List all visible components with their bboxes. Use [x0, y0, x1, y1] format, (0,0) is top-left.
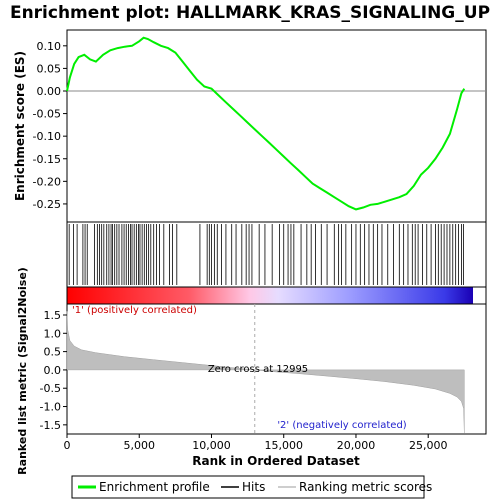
metric-y-tick-label: 0.0 — [44, 364, 62, 377]
metric-y-axis-label: Ranked list metric (Signal2Noise) — [16, 267, 29, 475]
es-panel-frame — [66, 29, 487, 223]
chart-title: Enrichment plot: HALLMARK_KRAS_SIGNALING… — [10, 3, 490, 23]
zero-cross-label: Zero cross at 12995 — [208, 364, 308, 375]
es-y-tick-label: -0.05 — [33, 108, 61, 121]
x-tick-label: 0 — [64, 439, 71, 452]
legend-frame — [71, 475, 425, 499]
enrichment-profile-line — [66, 36, 466, 211]
x-tick-label: 5,000 — [123, 439, 155, 452]
hits-panel — [66, 221, 487, 288]
legend-hits-label: Hits — [242, 480, 265, 494]
enrichment-score-panel: 0.10 0.05 0.00 -0.05 -0.10 -0.15 -0.20 -0.25 En… — [13, 29, 487, 223]
ranking-metric-area — [66, 311, 465, 433]
hits-panel-frame — [66, 221, 487, 288]
metric-y-tick-label: -1.0 — [40, 401, 61, 414]
metric-y-tick-label: 1.5 — [44, 309, 62, 322]
es-y-axis-label: Enrichment score (ES) — [13, 51, 27, 201]
legend: Enrichment profile Hits Ranking metric s… — [71, 475, 432, 499]
metric-y-tick-label: 0.5 — [44, 346, 62, 359]
ranking-color-bar — [67, 287, 473, 304]
es-y-tick-label: -0.15 — [33, 153, 61, 166]
metric-y-tick-label: 1.0 — [44, 327, 62, 340]
metric-y-tick-label: -1.5 — [40, 419, 61, 432]
es-y-tick-label: -0.10 — [33, 130, 61, 143]
ranked-metric-panel: 1.5 1.0 0.5 0.0 -0.5 -1.0 -1.5 0 5,000 10,000 15,… — [16, 267, 487, 475]
x-tick-label: 15,000 — [264, 439, 303, 452]
legend-metric-label: Ranking metric scores — [299, 480, 432, 494]
x-tick-label: 25,000 — [409, 439, 448, 452]
x-tick-label: 20,000 — [337, 439, 376, 452]
es-y-tick-label: 0.00 — [37, 85, 62, 98]
legend-enrichment-label: Enrichment profile — [99, 480, 210, 494]
es-y-tick-label: -0.25 — [33, 198, 61, 211]
metric-y-tick-label: -0.5 — [40, 382, 61, 395]
es-y-tick-label: 0.10 — [37, 40, 62, 53]
positive-correlation-label: '1' (positively correlated) — [72, 305, 197, 316]
es-y-tick-label: 0.05 — [37, 62, 62, 75]
x-axis-label: Rank in Ordered Dataset — [192, 454, 360, 468]
negative-correlation-label: '2' (negatively correlated) — [277, 420, 406, 431]
x-tick-label: 10,000 — [192, 439, 231, 452]
es-y-tick-label: -0.20 — [33, 175, 61, 188]
